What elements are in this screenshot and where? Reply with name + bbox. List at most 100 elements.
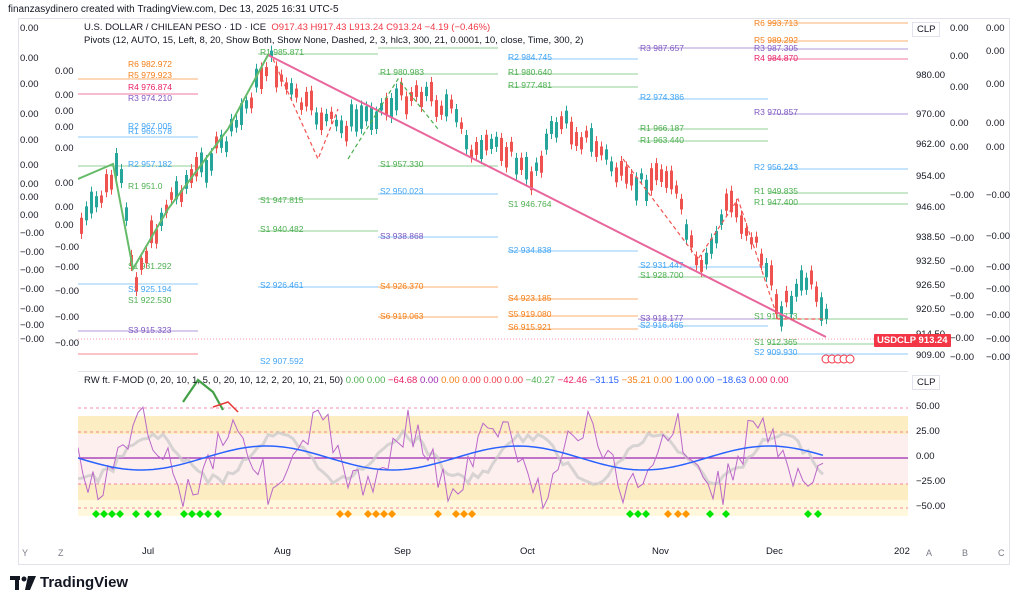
left-value: 0.00 [20,53,39,64]
left-value: −0.00 [20,265,45,276]
osc-tick: 50.00 [916,401,940,412]
signal-diamond [468,510,476,518]
candle-body [95,196,98,208]
candle-body [225,141,228,153]
candle-body [180,190,183,203]
candle-body [635,177,638,201]
oscillator-pane[interactable] [78,371,908,536]
candle-body [325,113,328,122]
candle-body [280,74,283,82]
left-value-2: 0.00 [55,106,74,117]
pivot-label: R1 951.0 [128,181,163,191]
candle-body [345,125,348,142]
osc-signal-line [78,445,824,471]
oscillator-legend[interactable]: RW ft. F-MOD (0, 20, 10, 1, 5, 0, 20, 10… [84,375,789,386]
right-value-2: −0.00 [986,284,1011,295]
right-value-2: −0.00 [986,190,1011,201]
candle-body [435,100,438,117]
pivot-label: S2 931.447 [640,260,684,270]
candle-body [645,179,648,202]
pivot-label: S1 918.773 [754,311,798,321]
right-value: 0.00 [950,23,969,34]
pivot-label: S2 926.461 [260,280,304,290]
candle-body [495,136,498,147]
event-icon[interactable] [845,354,855,364]
candle-body [355,109,358,132]
pivot-label: R2 957.182 [128,159,172,169]
ticker-tag[interactable]: USDCLP 913.24 [874,334,951,347]
left-value: −0.00 [20,284,45,295]
price-tick: 920.50 [916,304,946,315]
pivot-label: R2 956.243 [754,162,798,172]
candle-body [605,149,608,160]
candle-body [745,227,748,236]
candle-body [755,236,758,243]
swing-line [78,54,269,272]
candle-body [740,215,743,234]
signal-diamond [188,510,196,518]
candle-body [520,157,523,171]
left-value-2: 0.00 [55,66,74,77]
symbol-title[interactable]: U.S. DOLLAR / CHILEAN PESO · 1D · ICE [84,22,267,33]
right-value: −0.00 [950,264,975,275]
right-value-2: −0.00 [986,352,1011,363]
candle-body [275,66,278,88]
candle-body [120,169,123,184]
candle-body [175,181,178,200]
candle-body [510,141,513,152]
osc-value: −35.21 [618,375,651,386]
pivot-label: S3 938.868 [380,231,424,241]
signal-diamond [388,510,396,518]
overbought-zone [78,416,908,434]
indicator-legend[interactable]: Pivots (12, AUTO, 15, Left, 8, 20, Show … [84,35,584,46]
signal-diamond [642,510,650,518]
osc-value: 0.00 [480,375,502,386]
candle-body [340,120,343,134]
candle-body [620,160,623,176]
candle-body [200,152,203,173]
osc-currency-label[interactable]: CLP [912,375,941,390]
candle-body [400,82,403,96]
candle-body [270,50,273,58]
osc-main-line [78,406,824,510]
right-value: −0.00 [950,291,975,302]
candle-body [265,67,268,77]
price-tick: 938.50 [916,232,946,243]
trend-line[interactable] [267,54,827,338]
chart-frame [18,18,1010,565]
currency-label[interactable]: CLP [912,22,941,37]
left-value: 0.00 [20,109,39,120]
signal-diamond [144,510,152,518]
candle-body [105,174,108,193]
left-value-2: −0.00 [55,262,80,273]
oscillator-svg[interactable] [78,372,908,536]
candle-body [690,235,693,248]
candle-body [460,122,463,129]
candle-body [415,85,418,97]
left-value-2: −0.00 [55,338,80,349]
osc-value: 0.00 [501,375,524,386]
candle-body [215,136,218,149]
price-tick: 946.00 [916,202,946,213]
left-value: −0.00 [20,247,45,258]
candle-body [380,103,383,111]
candle-body [410,92,413,102]
osc-value: −18.63 [714,375,747,386]
pivot-label: S1 940.482 [260,224,304,234]
symbol-legend[interactable]: U.S. DOLLAR / CHILEAN PESO · 1D · ICE O9… [84,22,490,33]
price-tick: 980.00 [916,70,946,81]
left-value: −0.00 [20,320,45,331]
candle-body [600,146,603,156]
candle-body [685,224,688,240]
right-value: 0.00 [950,142,969,153]
left-value: 0.00 [20,135,39,146]
osc-value: −42.46 [555,375,587,386]
candle-body [720,214,723,225]
right-value-2: 0.00 [986,142,1005,153]
osc-value: 0.00 [364,375,386,386]
left-value: 0.00 [20,79,39,90]
time-tick: Nov [652,546,669,557]
candle-body [455,109,458,123]
price-chart[interactable]: R6 982.972 R5 979.923 R4 976.874 R3 974.210… [78,19,908,369]
